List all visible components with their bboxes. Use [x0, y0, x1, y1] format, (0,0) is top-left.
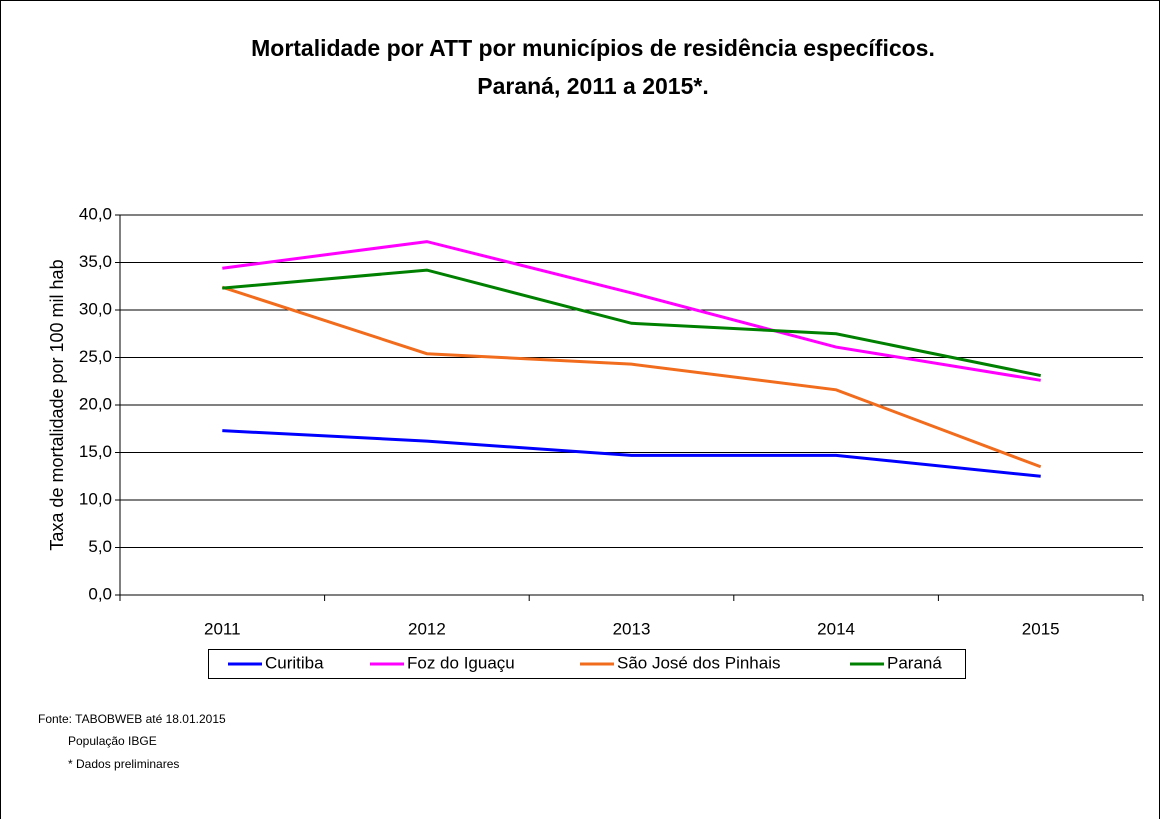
- y-tick-label: 15,0: [79, 442, 112, 461]
- y-tick-label: 35,0: [79, 252, 112, 271]
- y-tick-label: 40,0: [79, 204, 112, 223]
- x-tick-label: 2011: [204, 619, 241, 638]
- legend-label: Curitiba: [265, 653, 324, 672]
- y-tick-label: 25,0: [79, 347, 112, 366]
- legend-label: Paraná: [887, 653, 942, 672]
- y-tick-label: 0,0: [88, 584, 112, 603]
- series-line: [222, 429, 1041, 478]
- x-tick-label: 2012: [408, 619, 446, 638]
- legend-label: São José dos Pinhais: [617, 653, 781, 672]
- y-tick-label: 20,0: [79, 394, 112, 413]
- series-line: [222, 240, 1041, 382]
- note: Fonte: TABOBWEB até 18.01.2015: [38, 712, 226, 726]
- series-line: [221, 285, 1042, 469]
- y-tick-label: 30,0: [79, 299, 112, 318]
- legend-label: Foz do Iguaçu: [407, 653, 515, 672]
- chart-title: Mortalidade por ATT por municípios de re…: [251, 35, 935, 61]
- series-line: [222, 268, 1042, 378]
- x-tick-label: 2013: [613, 619, 651, 638]
- note: População IBGE: [68, 734, 157, 748]
- y-tick-label: 10,0: [79, 489, 112, 508]
- chart-subtitle: Paraná, 2011 a 2015*.: [477, 73, 708, 99]
- y-axis-label: Taxa de mortalidade por 100 mil hab: [47, 259, 67, 550]
- y-tick-label: 5,0: [88, 537, 112, 556]
- x-tick-label: 2014: [817, 619, 855, 638]
- note: * Dados preliminares: [68, 757, 179, 771]
- x-tick-label: 2015: [1022, 619, 1060, 638]
